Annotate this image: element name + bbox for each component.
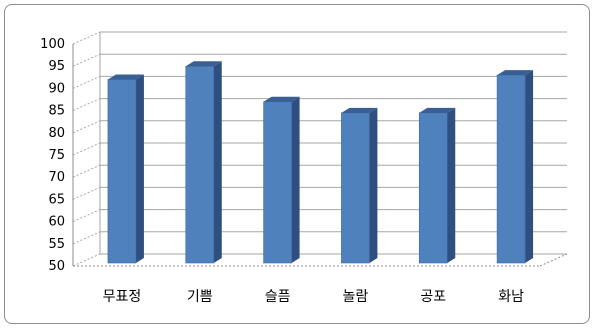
y-tick-label: 90 (48, 81, 65, 96)
y-tick-label: 85 (48, 104, 65, 119)
grid-diagonal-95 (73, 54, 100, 66)
bar-front (341, 113, 369, 263)
gridlines (73, 32, 567, 266)
grid-diagonal-100 (73, 32, 100, 44)
bar-front (419, 113, 447, 263)
axes (73, 32, 567, 266)
y-tick-label: 100 (40, 37, 65, 52)
x-tick-label: 화남 (498, 289, 524, 305)
bar-side (447, 108, 455, 263)
floor-right-edge (540, 254, 567, 266)
grid-diagonal-65 (73, 187, 100, 199)
grid-diagonal-90 (73, 76, 100, 88)
bar-side (136, 75, 144, 263)
y-tick-label: 70 (48, 170, 65, 185)
x-tick-label: 무표정 (103, 289, 142, 305)
bar-front (108, 80, 136, 263)
bar-side (214, 61, 222, 263)
bar-front (264, 102, 292, 263)
bar-front (497, 75, 525, 263)
y-tick-label: 60 (48, 215, 65, 230)
bar (264, 97, 300, 263)
bar (497, 70, 533, 263)
bar-side (525, 70, 533, 263)
x-tick-label: 놀람 (343, 289, 369, 305)
bar-side (369, 108, 377, 263)
grid-diagonal-70 (73, 165, 100, 177)
x-tick-label: 슬픔 (265, 289, 291, 305)
bar (341, 108, 377, 263)
grid-diagonal-55 (73, 232, 100, 244)
bar-side (292, 97, 300, 263)
bar (108, 75, 144, 263)
bars (108, 61, 533, 263)
x-tick-label: 기쁨 (187, 289, 213, 305)
bar-front (186, 66, 214, 263)
grid-diagonal-80 (73, 121, 100, 133)
y-tick-label: 80 (48, 126, 65, 141)
y-tick-label: 65 (48, 192, 65, 207)
y-tick-label: 95 (48, 59, 65, 74)
y-tick-label: 55 (48, 237, 65, 252)
grid-diagonal-50 (73, 254, 100, 266)
x-tick-label: 공포 (420, 289, 446, 305)
grid-diagonal-85 (73, 99, 100, 111)
grid-diagonal-60 (73, 210, 100, 222)
y-tick-label: 75 (48, 148, 65, 163)
bar (186, 61, 222, 263)
grid-diagonal-75 (73, 143, 100, 155)
y-tick-label: 50 (48, 259, 65, 274)
bar (419, 108, 455, 263)
